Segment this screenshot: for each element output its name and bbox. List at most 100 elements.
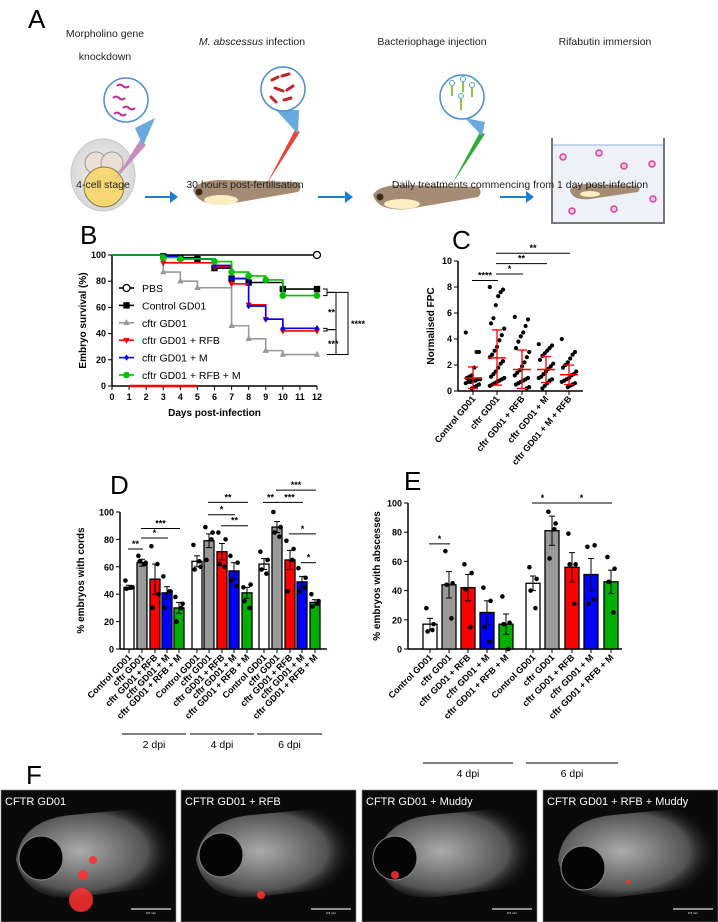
image-label: CFTR GD01 + RFB [185, 796, 281, 808]
data-point [524, 355, 529, 360]
data-point [296, 565, 301, 571]
data-point [443, 548, 448, 554]
data-point [487, 284, 492, 290]
data-point [174, 619, 179, 624]
data-point [573, 562, 578, 567]
data-point [264, 571, 269, 576]
x-tick-label: 7 [229, 392, 234, 402]
data-point [222, 564, 227, 570]
data-point [559, 379, 564, 384]
data-point [546, 509, 551, 515]
fluorescent-bacteria [78, 870, 88, 880]
data-point [463, 330, 468, 335]
data-point [501, 621, 506, 627]
image-label: CFTR GD01 + RFB + Muddy [547, 796, 689, 808]
data-point [499, 333, 504, 338]
data-point [173, 594, 178, 600]
scale-bar-label: 0.5 mm [688, 911, 699, 915]
data-point [265, 557, 270, 563]
data-point [136, 553, 141, 559]
data-point [507, 620, 512, 626]
step-2-title-rest: infection [263, 36, 305, 48]
data-point [606, 579, 611, 585]
y-axis-label: Embryo survival (%) [78, 272, 89, 368]
data-point [525, 317, 531, 322]
data-point [247, 605, 252, 611]
bar [258, 563, 270, 650]
marker-triangle-up [123, 319, 130, 325]
x-tick-label: Control GD01 [433, 394, 478, 445]
fluorescent-bacteria [89, 856, 97, 864]
significance-label: * [301, 524, 305, 534]
y-tick-label: 0 [397, 645, 402, 655]
data-point [179, 605, 184, 611]
significance-label: * [508, 264, 512, 274]
y-tick-label: 80 [392, 528, 402, 538]
data-point [259, 567, 264, 572]
legend-label: cftr GD01 + M [142, 353, 208, 365]
data-point [150, 605, 155, 611]
bar [271, 526, 283, 650]
bar [544, 530, 560, 650]
data-point [124, 586, 129, 592]
marker-diamond [280, 325, 286, 332]
data-point [291, 546, 296, 552]
significance-label: ** [267, 492, 275, 502]
data-point [209, 537, 214, 542]
bar [228, 570, 240, 650]
data-point [462, 562, 467, 567]
marker-triangle-up [177, 277, 184, 284]
data-point [149, 543, 154, 549]
marker-triangle-up [228, 322, 235, 328]
series-cftr-gd01 [112, 254, 321, 357]
data-point [217, 561, 222, 567]
data-point [180, 601, 185, 607]
y-tick-label: 6 [447, 308, 452, 318]
bar [136, 562, 148, 650]
marker-circle [177, 255, 184, 263]
marker-circle [262, 276, 270, 284]
legend-item: cftr GD01 [119, 318, 187, 330]
x-tick-label: 10 [278, 392, 288, 402]
marker-triangle-up [313, 350, 321, 357]
y-axis-label: % embryos with abscesses [372, 511, 383, 641]
marker-circle [279, 292, 287, 299]
step-4-title: Rifabutin immersion [559, 36, 652, 48]
data-point [228, 553, 233, 559]
significance-label: **** [351, 319, 366, 329]
data-point [567, 562, 572, 567]
panel-label-d: D [110, 470, 129, 500]
group-label: 6 dpi [278, 739, 301, 751]
data-point [585, 544, 590, 550]
significance-label: **** [478, 271, 493, 281]
data-point [568, 356, 573, 361]
legend-item: cftr GD01 + RFB [119, 335, 220, 347]
step-2-title: M. abscessus infection [199, 36, 305, 48]
y-tick-label: 20 [392, 615, 402, 625]
microscopy-image: CFTR GD01 + RFB + Muddy 0.5 mm [542, 789, 718, 922]
data-point [518, 334, 523, 339]
fluorescent-bacteria [626, 880, 630, 884]
data-point [512, 314, 517, 319]
bracket-pair-top [323, 288, 328, 297]
abscesses-bar-chart: 0 20 40 60 80 100 % embryos with abscessesCont… [372, 493, 622, 780]
y-tick-label: 60 [392, 557, 402, 567]
data-point [198, 564, 203, 570]
data-point [521, 330, 526, 335]
data-point [537, 357, 543, 362]
data-point [192, 567, 197, 572]
y-tick-label: 100 [91, 250, 106, 260]
data-point [449, 616, 454, 621]
marker-triangle-up [245, 335, 252, 342]
microscopy-image: CFTR GD01 + RFB 0.5 mm [180, 789, 357, 922]
data-point [241, 585, 246, 590]
data-point [516, 339, 521, 344]
workflow-schematic: Morpholino gene knockdown M. abscessus i… [66, 28, 665, 224]
y-axis-label: Normalised FPC [426, 287, 437, 364]
data-point [197, 559, 202, 564]
marker-triangle-down [279, 328, 287, 335]
bar [309, 601, 321, 650]
marker-triangle-down [228, 281, 235, 288]
data-point [431, 621, 436, 627]
